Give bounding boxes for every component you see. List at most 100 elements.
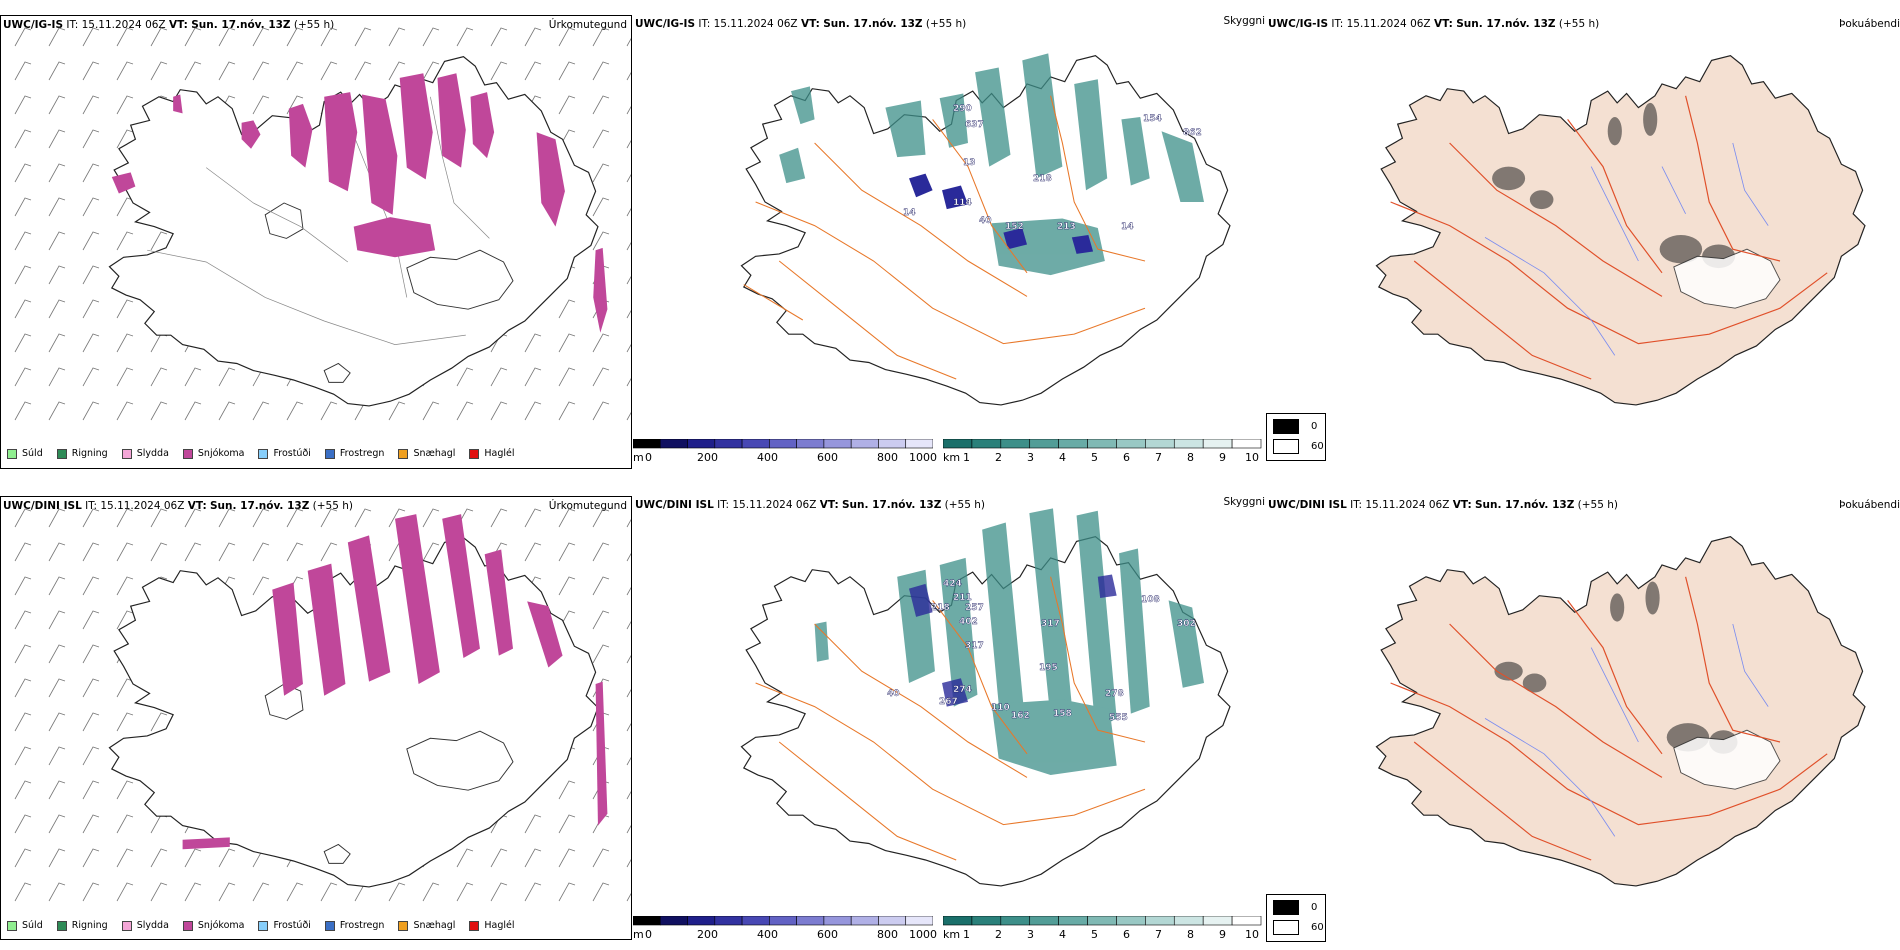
- vis-label: 555: [1109, 713, 1128, 723]
- wind-barb: [626, 858, 631, 868]
- panel-type-label: Þokuábendi: [1839, 499, 1900, 511]
- panel-header: UWC/DINI ISL IT: 15.11.2024 06Z VT: Sun.…: [1268, 499, 1619, 511]
- wind-barb: [388, 401, 406, 421]
- wind-barb: [524, 848, 542, 868]
- wind-barb: [116, 508, 134, 528]
- teal-visibility: [779, 53, 1204, 276]
- wind-barb: [48, 882, 66, 902]
- wind-barb: [48, 814, 66, 834]
- wind-barb: [48, 401, 66, 421]
- wind-barb: [14, 27, 32, 47]
- wind-barb: [150, 401, 168, 421]
- wind-barb: [48, 746, 66, 766]
- wind-barb: [14, 61, 32, 81]
- precip-legend: Súld Rigning Slydda Snjókoma Frostúði Fr…: [7, 920, 529, 931]
- wind-barb: [48, 644, 66, 664]
- vis-label: 108: [1141, 595, 1160, 605]
- precip-map: [14, 508, 631, 902]
- wind-barb: [82, 163, 100, 183]
- wind-barb: [626, 241, 631, 251]
- vis-label: 195: [1039, 663, 1058, 673]
- wind-barb: [82, 610, 100, 630]
- wind-barb: [592, 576, 610, 596]
- wind-barb: [592, 367, 610, 387]
- wind-barb: [252, 61, 270, 81]
- wind-barb: [116, 848, 134, 868]
- wind-barb: [490, 882, 508, 902]
- wind-barb: [116, 333, 134, 353]
- wind-barb: [252, 542, 270, 562]
- wind-barb: [626, 654, 631, 664]
- wind-barb: [116, 780, 134, 800]
- legend-item: Frostregn: [324, 920, 384, 931]
- wind-barb: [524, 333, 542, 353]
- wind-barb: [592, 644, 610, 664]
- wind-barb: [116, 61, 134, 81]
- colorbar-segment: [687, 439, 716, 449]
- wind-barb: [388, 27, 406, 47]
- wind-barb: [592, 163, 610, 183]
- vis-label: 267: [939, 697, 958, 707]
- wind-barb: [82, 814, 100, 834]
- wind-barb: [184, 542, 202, 562]
- snow-areas: [182, 514, 608, 850]
- colorbar-segment: [633, 439, 661, 449]
- wind-barb: [14, 265, 32, 285]
- wind-barb: [218, 848, 236, 868]
- vis-label: 213: [1057, 222, 1076, 232]
- wind-barb: [252, 95, 270, 115]
- legend-item: Frostregn: [324, 448, 384, 459]
- wind-barb: [116, 401, 134, 421]
- wind-barb: [388, 61, 406, 81]
- wind-barb: [524, 61, 542, 81]
- wind-barb: [626, 586, 631, 596]
- colorbar-segment: [1029, 916, 1059, 926]
- wind-barb: [422, 508, 440, 528]
- legend-item: Haglél: [469, 448, 515, 459]
- wind-barb: [14, 848, 32, 868]
- wind-barb: [320, 542, 338, 562]
- wind-barb: [456, 882, 474, 902]
- wind-barb: [218, 542, 236, 562]
- wind-barb: [626, 756, 631, 766]
- wind-barb: [82, 95, 100, 115]
- wind-barb: [48, 333, 66, 353]
- wind-barb: [592, 848, 610, 868]
- vis-label: 154: [1143, 114, 1162, 124]
- wind-barb: [116, 95, 134, 115]
- wind-barb: [14, 401, 32, 421]
- wind-barb: [524, 542, 542, 562]
- wind-barb: [626, 71, 631, 81]
- wind-barb: [524, 882, 542, 902]
- wind-barb: [14, 367, 32, 387]
- wind-barb: [320, 401, 338, 421]
- row-1: UWC/DINI ISL IT: 15.11.2024 06Z VT: Sun.…: [0, 493, 1900, 950]
- wind-barb: [558, 299, 576, 319]
- visibility-panel: UWC/DINI ISL IT: 15.11.2024 06Z VT: Sun.…: [633, 496, 1265, 948]
- panel-header: UWC/IG-IS IT: 15.11.2024 06Z VT: Sun. 17…: [1268, 18, 1600, 30]
- wind-barb: [150, 333, 168, 353]
- wind-barb: [150, 712, 168, 732]
- wind-barb: [48, 367, 66, 387]
- wind-barb: [558, 508, 576, 528]
- wind-barb: [48, 299, 66, 319]
- wind-barb: [626, 552, 631, 562]
- vis-label: 317: [1041, 619, 1060, 629]
- wind-barb: [626, 722, 631, 732]
- wind-barb: [218, 882, 236, 902]
- wind-barb: [524, 401, 542, 421]
- wind-barb: [82, 401, 100, 421]
- colorbar-segment: [850, 916, 879, 926]
- colorbar-segment: [1202, 439, 1233, 449]
- wind-barb: [218, 367, 236, 387]
- wind-barb: [626, 139, 631, 149]
- wind-barb: [218, 61, 236, 81]
- wind-barb: [592, 542, 610, 562]
- colorbar-segment: [1029, 439, 1059, 449]
- wind-barb: [48, 197, 66, 217]
- wind-barb: [320, 882, 338, 902]
- vis-label: 637: [965, 120, 984, 130]
- precip-type-panel: UWC/IG-IS IT: 15.11.2024 06Z VT: Sun. 17…: [0, 15, 632, 469]
- vis-label: 14: [1121, 222, 1134, 232]
- wind-barb: [116, 129, 134, 149]
